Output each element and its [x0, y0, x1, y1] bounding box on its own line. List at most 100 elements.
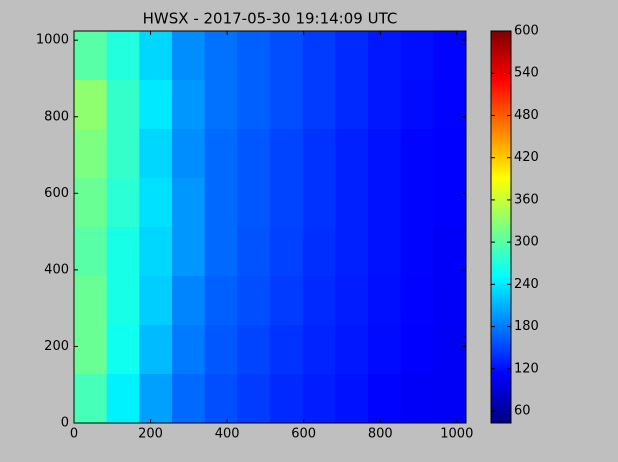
- heatmap-cell: [302, 227, 336, 277]
- x-tick-label: 0: [70, 427, 78, 442]
- heatmap-cell: [237, 227, 271, 277]
- heatmap-cell: [400, 31, 434, 81]
- heatmap-cell: [139, 178, 173, 228]
- heatmap-cell: [433, 129, 467, 179]
- heatmap-cell: [237, 178, 271, 228]
- heatmap-cell: [139, 276, 173, 326]
- heatmap-cell: [270, 31, 304, 81]
- colorbar-tick-label: 420: [514, 150, 539, 165]
- colorbar-tick-label: 180: [514, 319, 539, 334]
- y-tick-label: 400: [44, 262, 69, 277]
- heatmap-cell: [433, 80, 467, 130]
- x-tick-label: 400: [215, 427, 240, 442]
- heatmap-cell: [172, 276, 206, 326]
- chart-title: HWSX - 2017-05-30 19:14:09 UTC: [143, 10, 398, 28]
- heatmap-cell: [335, 276, 369, 326]
- heatmap-cell: [400, 227, 434, 277]
- heatmap-cell: [139, 227, 173, 277]
- x-tick-label: 1000: [440, 427, 473, 442]
- heatmap-cell: [270, 129, 304, 179]
- y-tick-label: 0: [61, 416, 69, 431]
- heatmap-cell: [433, 374, 467, 424]
- colorbar-tick-label: 60: [514, 404, 531, 419]
- heatmap-cell: [433, 325, 467, 375]
- heatmap-cell: [74, 325, 108, 375]
- heatmap-cell: [237, 31, 271, 81]
- heatmap-cell: [368, 325, 402, 375]
- heatmap-cell: [139, 325, 173, 375]
- heatmap-cell: [204, 80, 238, 130]
- heatmap-cell: [106, 31, 140, 81]
- heatmap-cell: [204, 227, 238, 277]
- heatmap-cell: [106, 325, 140, 375]
- heatmap-cell: [368, 31, 402, 81]
- heatmap-cell: [335, 325, 369, 375]
- heatmap-cell: [270, 80, 304, 130]
- heatmap-cell: [433, 276, 467, 326]
- heatmap-cell: [270, 374, 304, 424]
- colorbar: [490, 30, 512, 424]
- colorbar-tick-label: 480: [514, 108, 539, 123]
- colorbar-tick-label: 120: [514, 361, 539, 376]
- heatmap-cell: [400, 325, 434, 375]
- heatmap-cell: [204, 31, 238, 81]
- heatmap-cell: [172, 178, 206, 228]
- y-tick-label: 1000: [36, 33, 69, 48]
- heatmap-cell: [106, 276, 140, 326]
- heatmap: [74, 31, 467, 424]
- heatmap-cell: [302, 325, 336, 375]
- heatmap-cell: [139, 31, 173, 81]
- colorbar-tick-label: 360: [514, 192, 539, 207]
- heatmap-cell: [237, 325, 271, 375]
- heatmap-cell: [106, 80, 140, 130]
- heatmap-cell: [172, 227, 206, 277]
- heatmap-cell: [204, 276, 238, 326]
- heatmap-cell: [302, 31, 336, 81]
- heatmap-cell: [302, 276, 336, 326]
- heatmap-cell: [400, 276, 434, 326]
- heatmap-cell: [204, 325, 238, 375]
- heatmap-cell: [270, 227, 304, 277]
- x-tick-label: 800: [368, 427, 393, 442]
- heatmap-cell: [139, 129, 173, 179]
- heatmap-cell: [335, 374, 369, 424]
- colorbar-tick-label: 600: [514, 24, 539, 39]
- heatmap-cell: [270, 276, 304, 326]
- heatmap-cell: [237, 276, 271, 326]
- heatmap-cell: [335, 31, 369, 81]
- heatmap-cell: [74, 31, 108, 81]
- heatmap-cell: [139, 374, 173, 424]
- heatmap-cell: [139, 80, 173, 130]
- heatmap-cell: [74, 129, 108, 179]
- heatmap-cell: [270, 178, 304, 228]
- colorbar-tick-label: 540: [514, 66, 539, 81]
- plot-frame: [73, 30, 467, 424]
- heatmap-cell: [335, 80, 369, 130]
- heatmap-cell: [74, 374, 108, 424]
- heatmap-cell: [368, 374, 402, 424]
- colorbar-tick-label: 300: [514, 235, 539, 250]
- heatmap-cell: [368, 227, 402, 277]
- heatmap-cell: [302, 129, 336, 179]
- y-tick-label: 800: [44, 109, 69, 124]
- heatmap-cell: [400, 374, 434, 424]
- heatmap-cell: [204, 374, 238, 424]
- heatmap-cell: [74, 178, 108, 228]
- y-tick-label: 200: [44, 339, 69, 354]
- x-tick-label: 200: [138, 427, 163, 442]
- heatmap-cell: [74, 276, 108, 326]
- heatmap-cell: [106, 227, 140, 277]
- heatmap-cell: [204, 178, 238, 228]
- colorbar-tick-label: 240: [514, 277, 539, 292]
- heatmap-cell: [237, 374, 271, 424]
- heatmap-cell: [400, 80, 434, 130]
- heatmap-cell: [335, 227, 369, 277]
- heatmap-cell: [433, 178, 467, 228]
- y-tick-label: 600: [44, 186, 69, 201]
- heatmap-cell: [368, 276, 402, 326]
- heatmap-cell: [237, 80, 271, 130]
- heatmap-cell: [172, 325, 206, 375]
- heatmap-cell: [335, 178, 369, 228]
- heatmap-cell: [433, 227, 467, 277]
- heatmap-cell: [74, 80, 108, 130]
